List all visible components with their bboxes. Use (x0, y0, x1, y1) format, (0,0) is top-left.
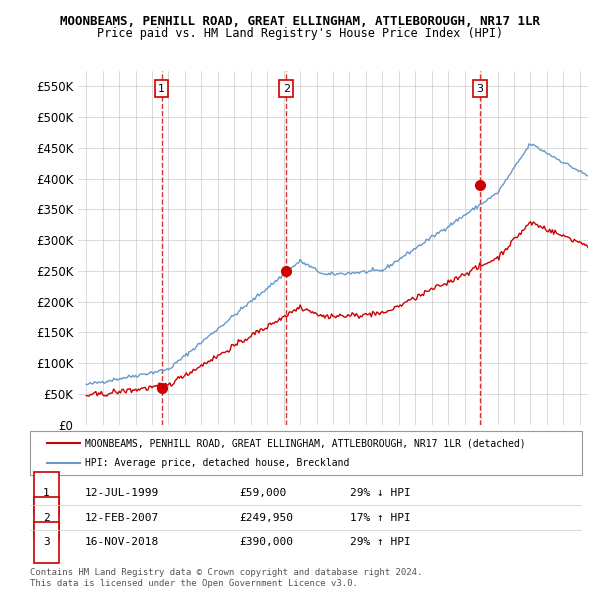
FancyBboxPatch shape (34, 497, 59, 538)
Text: 3: 3 (43, 537, 50, 548)
Text: Contains HM Land Registry data © Crown copyright and database right 2024.: Contains HM Land Registry data © Crown c… (30, 568, 422, 576)
Text: 1: 1 (158, 84, 165, 93)
Text: 2: 2 (283, 84, 290, 93)
Text: £390,000: £390,000 (240, 537, 294, 548)
Text: 2: 2 (43, 513, 50, 523)
Text: 29% ↓ HPI: 29% ↓ HPI (350, 488, 411, 498)
Text: 1: 1 (43, 488, 50, 498)
Text: 3: 3 (476, 84, 483, 93)
Text: £59,000: £59,000 (240, 488, 287, 498)
Text: Price paid vs. HM Land Registry's House Price Index (HPI): Price paid vs. HM Land Registry's House … (97, 27, 503, 40)
FancyBboxPatch shape (34, 522, 59, 563)
Text: £249,950: £249,950 (240, 513, 294, 523)
FancyBboxPatch shape (30, 431, 582, 475)
FancyBboxPatch shape (34, 473, 59, 514)
Text: 17% ↑ HPI: 17% ↑ HPI (350, 513, 411, 523)
Text: 29% ↑ HPI: 29% ↑ HPI (350, 537, 411, 548)
Text: MOONBEAMS, PENHILL ROAD, GREAT ELLINGHAM, ATTLEBOROUGH, NR17 1LR (detached): MOONBEAMS, PENHILL ROAD, GREAT ELLINGHAM… (85, 438, 526, 448)
Text: 16-NOV-2018: 16-NOV-2018 (85, 537, 160, 548)
Text: MOONBEAMS, PENHILL ROAD, GREAT ELLINGHAM, ATTLEBOROUGH, NR17 1LR: MOONBEAMS, PENHILL ROAD, GREAT ELLINGHAM… (60, 15, 540, 28)
Text: This data is licensed under the Open Government Licence v3.0.: This data is licensed under the Open Gov… (30, 579, 358, 588)
Text: HPI: Average price, detached house, Breckland: HPI: Average price, detached house, Brec… (85, 458, 350, 467)
Text: 12-FEB-2007: 12-FEB-2007 (85, 513, 160, 523)
Text: 12-JUL-1999: 12-JUL-1999 (85, 488, 160, 498)
